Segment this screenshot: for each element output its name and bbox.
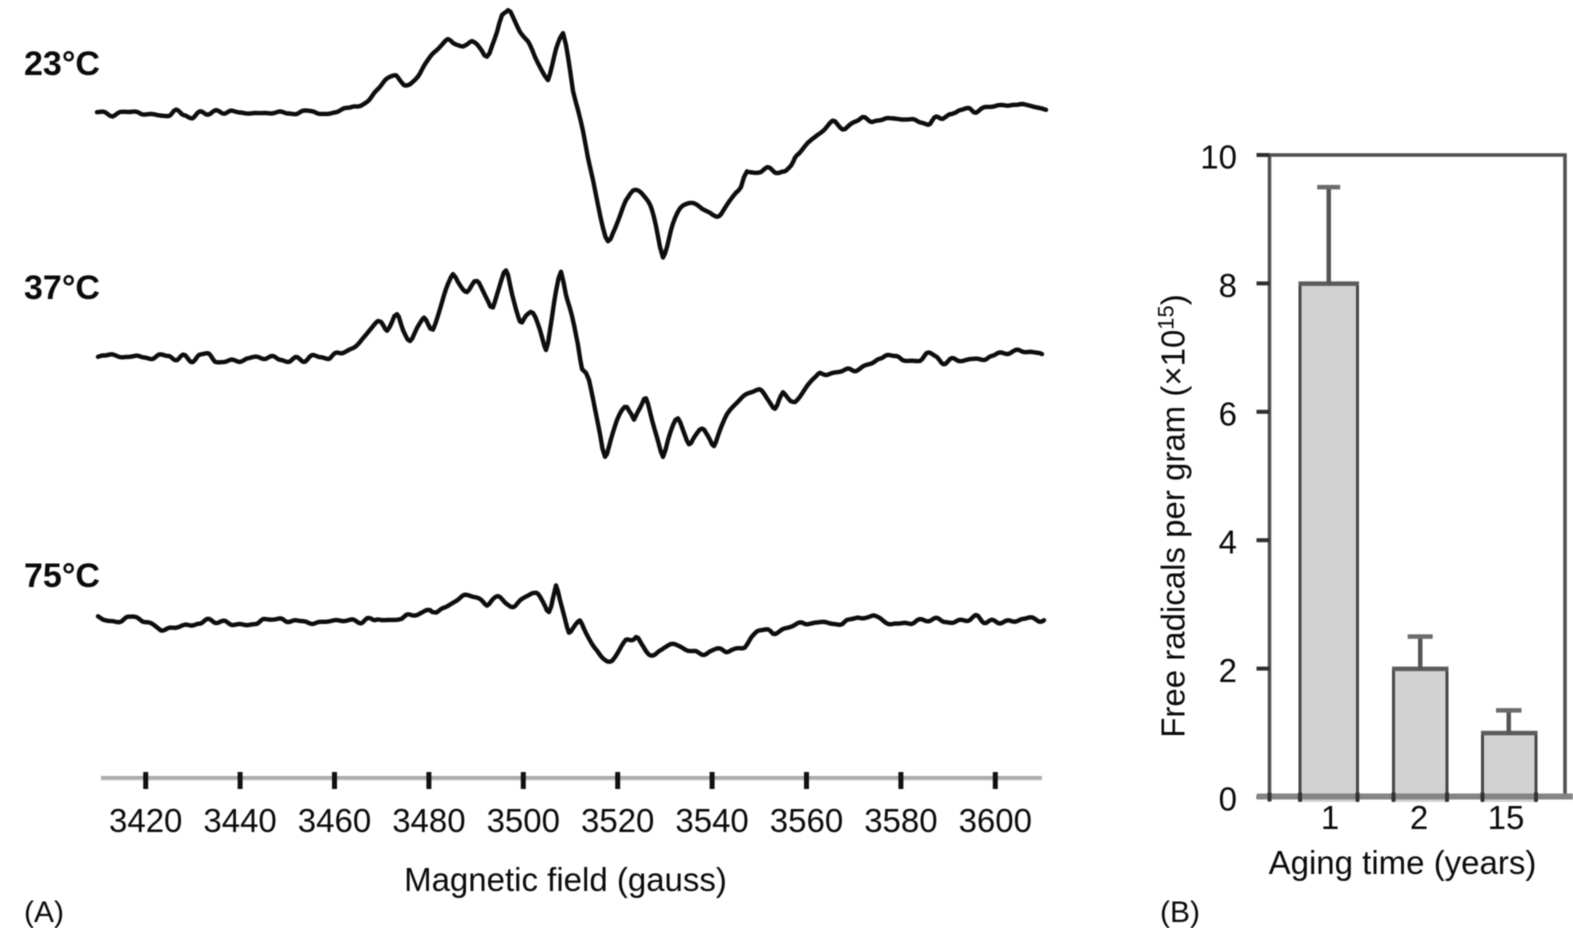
svg-text:Free radicals per gram (×1015): Free radicals per gram (×1015) — [1154, 294, 1192, 738]
svg-text:3460: 3460 — [298, 802, 371, 839]
svg-text:3500: 3500 — [487, 802, 560, 839]
svg-text:3560: 3560 — [770, 802, 843, 839]
svg-text:3480: 3480 — [392, 802, 465, 839]
svg-text:3580: 3580 — [864, 802, 937, 839]
svg-text:37°C: 37°C — [24, 269, 100, 307]
svg-text:(B): (B) — [1160, 896, 1200, 928]
svg-text:75°C: 75°C — [24, 557, 100, 595]
svg-text:3520: 3520 — [581, 802, 654, 839]
svg-text:8: 8 — [1219, 267, 1237, 304]
svg-text:3440: 3440 — [203, 802, 276, 839]
svg-text:(A): (A) — [24, 896, 64, 928]
svg-text:6: 6 — [1219, 395, 1237, 432]
svg-text:23°C: 23°C — [24, 45, 100, 83]
svg-text:2: 2 — [1410, 799, 1428, 836]
svg-text:3420: 3420 — [109, 802, 182, 839]
svg-text:10: 10 — [1200, 139, 1237, 176]
svg-text:2: 2 — [1219, 652, 1237, 689]
svg-text:Magnetic field (gauss): Magnetic field (gauss) — [404, 861, 727, 898]
svg-text:0: 0 — [1219, 781, 1237, 818]
svg-text:15: 15 — [1488, 799, 1525, 836]
svg-text:3540: 3540 — [675, 802, 748, 839]
svg-text:1: 1 — [1321, 799, 1339, 836]
svg-text:Aging time (years): Aging time (years) — [1269, 844, 1537, 881]
svg-text:3600: 3600 — [959, 802, 1032, 839]
svg-text:4: 4 — [1219, 524, 1237, 561]
